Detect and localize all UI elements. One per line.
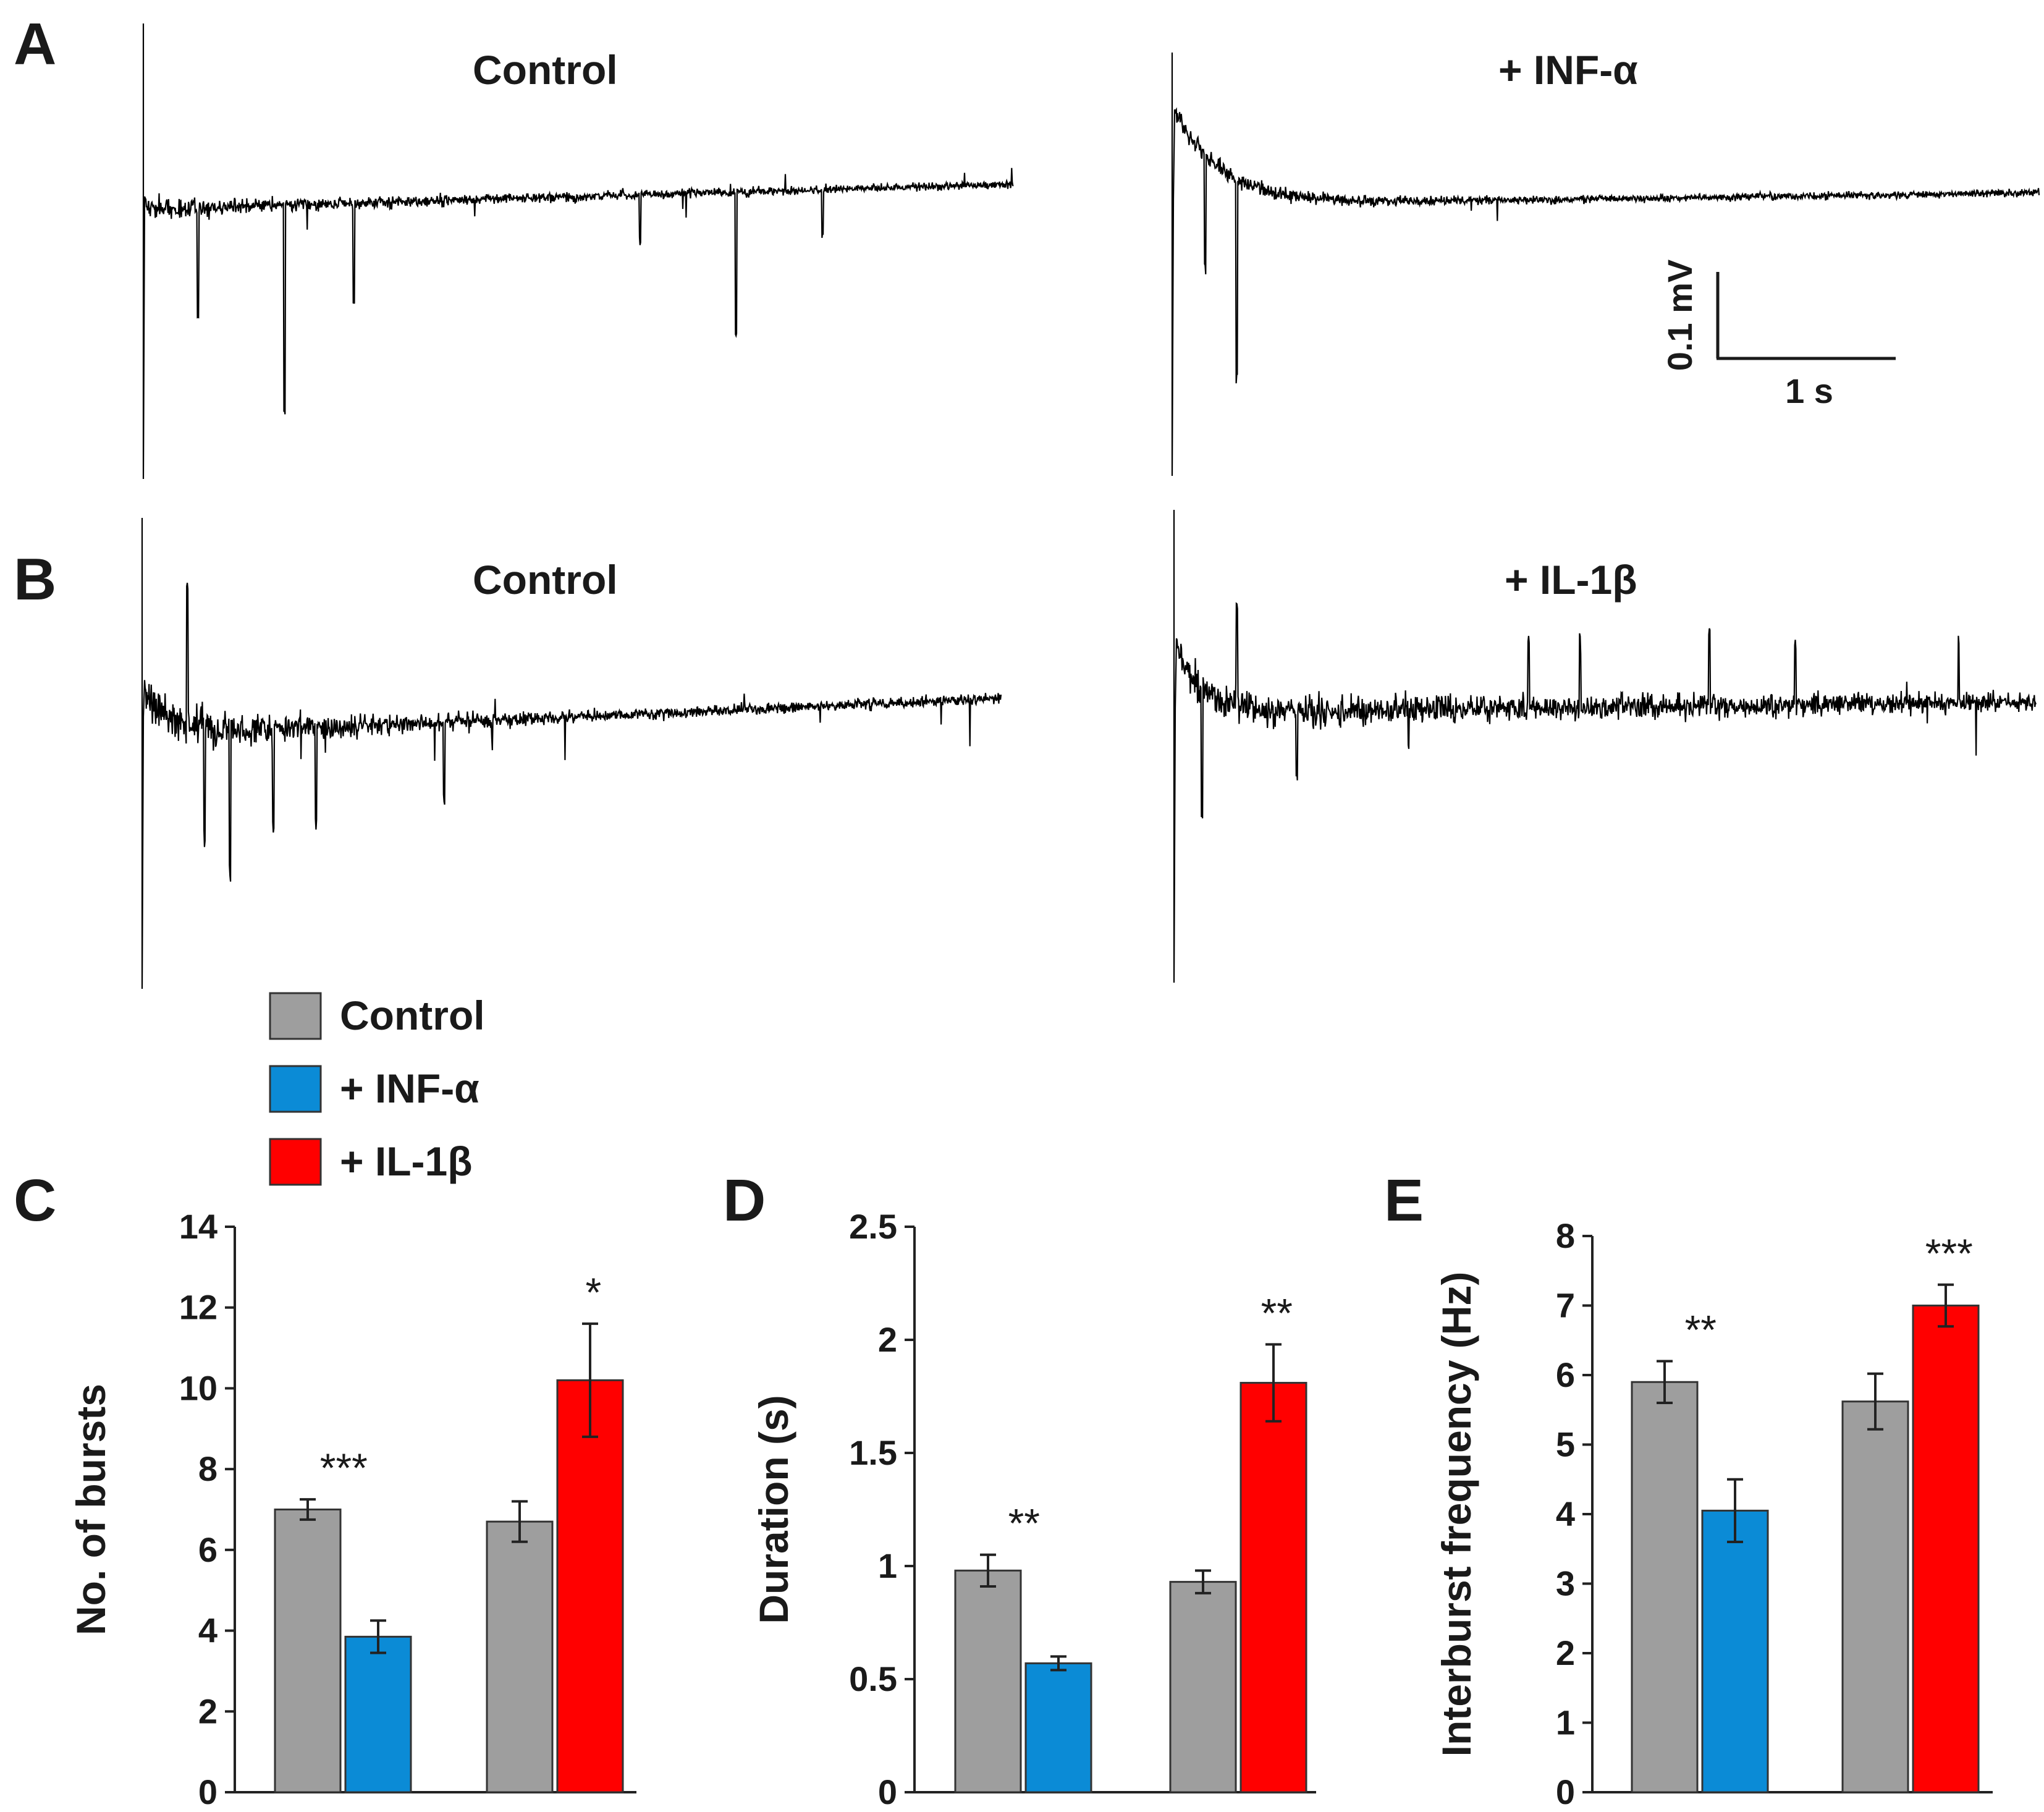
bar-2-treatment <box>556 1379 624 1793</box>
bar-1-treatment <box>1024 1662 1092 1793</box>
legend: Control + INF-α + IL-1β <box>269 992 485 1186</box>
y-tick-label: 1 <box>1556 1703 1575 1742</box>
y-tick-label: 8 <box>1556 1216 1575 1255</box>
panel-letter-a: A <box>14 11 57 77</box>
y-tick-label: 10 <box>179 1368 217 1407</box>
y-tick-label: 8 <box>198 1449 217 1488</box>
y-tick-label: 1 <box>878 1546 897 1585</box>
legend-swatch-inf <box>269 1065 322 1113</box>
panel-letter-d: D <box>723 1167 766 1234</box>
y-tick-label: 2 <box>878 1320 897 1359</box>
trace-title-b-control: Control <box>473 557 618 603</box>
y-tick-label: 0.5 <box>849 1659 897 1698</box>
y-axis-label: No. of bursts <box>68 1384 114 1635</box>
y-tick-label: 6 <box>1556 1355 1575 1394</box>
scale-bar: 0.1 mV 1 s <box>1660 260 1896 410</box>
scale-bar-voltage-label: 0.1 mV <box>1660 260 1699 371</box>
legend-swatch-control <box>269 992 322 1040</box>
y-tick-label: 12 <box>179 1288 217 1327</box>
chart-d-duration: 0 0.5 1 1.5 2 2.5 Duration (s) ** ** <box>751 1207 1316 1811</box>
legend-label-control: Control <box>340 993 485 1038</box>
bar-2-control <box>1169 1581 1237 1793</box>
bar-1-treatment <box>1701 1509 1769 1793</box>
y-tick-label: 3 <box>1556 1564 1575 1603</box>
panel-letter-e: E <box>1384 1167 1424 1234</box>
trace-title-a-inf: + INF-α <box>1498 47 1638 93</box>
y-tick-label: 4 <box>1556 1494 1575 1533</box>
y-tick-label: 0 <box>1556 1772 1575 1811</box>
bar-1-treatment <box>344 1635 412 1793</box>
legend-swatch-il <box>269 1138 322 1186</box>
bar-2-control <box>486 1520 554 1793</box>
legend-label-il: + IL-1β <box>340 1138 473 1184</box>
trace-b-control <box>141 518 1002 989</box>
y-tick-label: 2 <box>198 1691 217 1730</box>
y-tick-label: 0 <box>878 1772 897 1811</box>
significance-mark: *** <box>1925 1230 1973 1276</box>
trace-title-a-control: Control <box>473 47 618 93</box>
legend-label-inf: + INF-α <box>340 1065 479 1111</box>
significance-mark: ** <box>1261 1290 1293 1336</box>
panel-letter-c: C <box>14 1167 57 1234</box>
y-axis-label: Interburst frequency (Hz) <box>1434 1272 1479 1757</box>
y-tick-label: 2.5 <box>849 1207 897 1246</box>
trace-a-control <box>142 23 1014 480</box>
trace-b-il <box>1173 510 2037 983</box>
y-tick-label: 1.5 <box>849 1433 897 1472</box>
y-tick-label: 0 <box>198 1772 217 1811</box>
bar-2-treatment <box>1239 1382 1307 1793</box>
bar-1-control <box>954 1569 1022 1793</box>
bar-1-control <box>274 1509 342 1793</box>
panel-letter-b: B <box>14 546 57 612</box>
bar-2-treatment <box>1912 1305 1980 1793</box>
y-tick-label: 7 <box>1556 1286 1575 1325</box>
y-tick-label: 4 <box>198 1611 217 1650</box>
scale-bar-time-label: 1 s <box>1785 371 1833 410</box>
significance-mark: * <box>585 1269 601 1315</box>
y-axis-label: Duration (s) <box>751 1395 796 1624</box>
significance-mark: ** <box>1685 1307 1717 1353</box>
significance-mark: ** <box>1008 1501 1040 1546</box>
trace-a-inf <box>1171 53 2040 476</box>
bar-1-control <box>1631 1381 1699 1793</box>
y-tick-label: 6 <box>198 1530 217 1569</box>
y-tick-label: 5 <box>1556 1425 1575 1464</box>
significance-mark: *** <box>320 1445 368 1491</box>
y-tick-label: 2 <box>1556 1633 1575 1672</box>
bar-2-control <box>1841 1400 1909 1793</box>
y-tick-label: 14 <box>179 1207 217 1246</box>
trace-title-b-il: + IL-1β <box>1505 557 1637 603</box>
